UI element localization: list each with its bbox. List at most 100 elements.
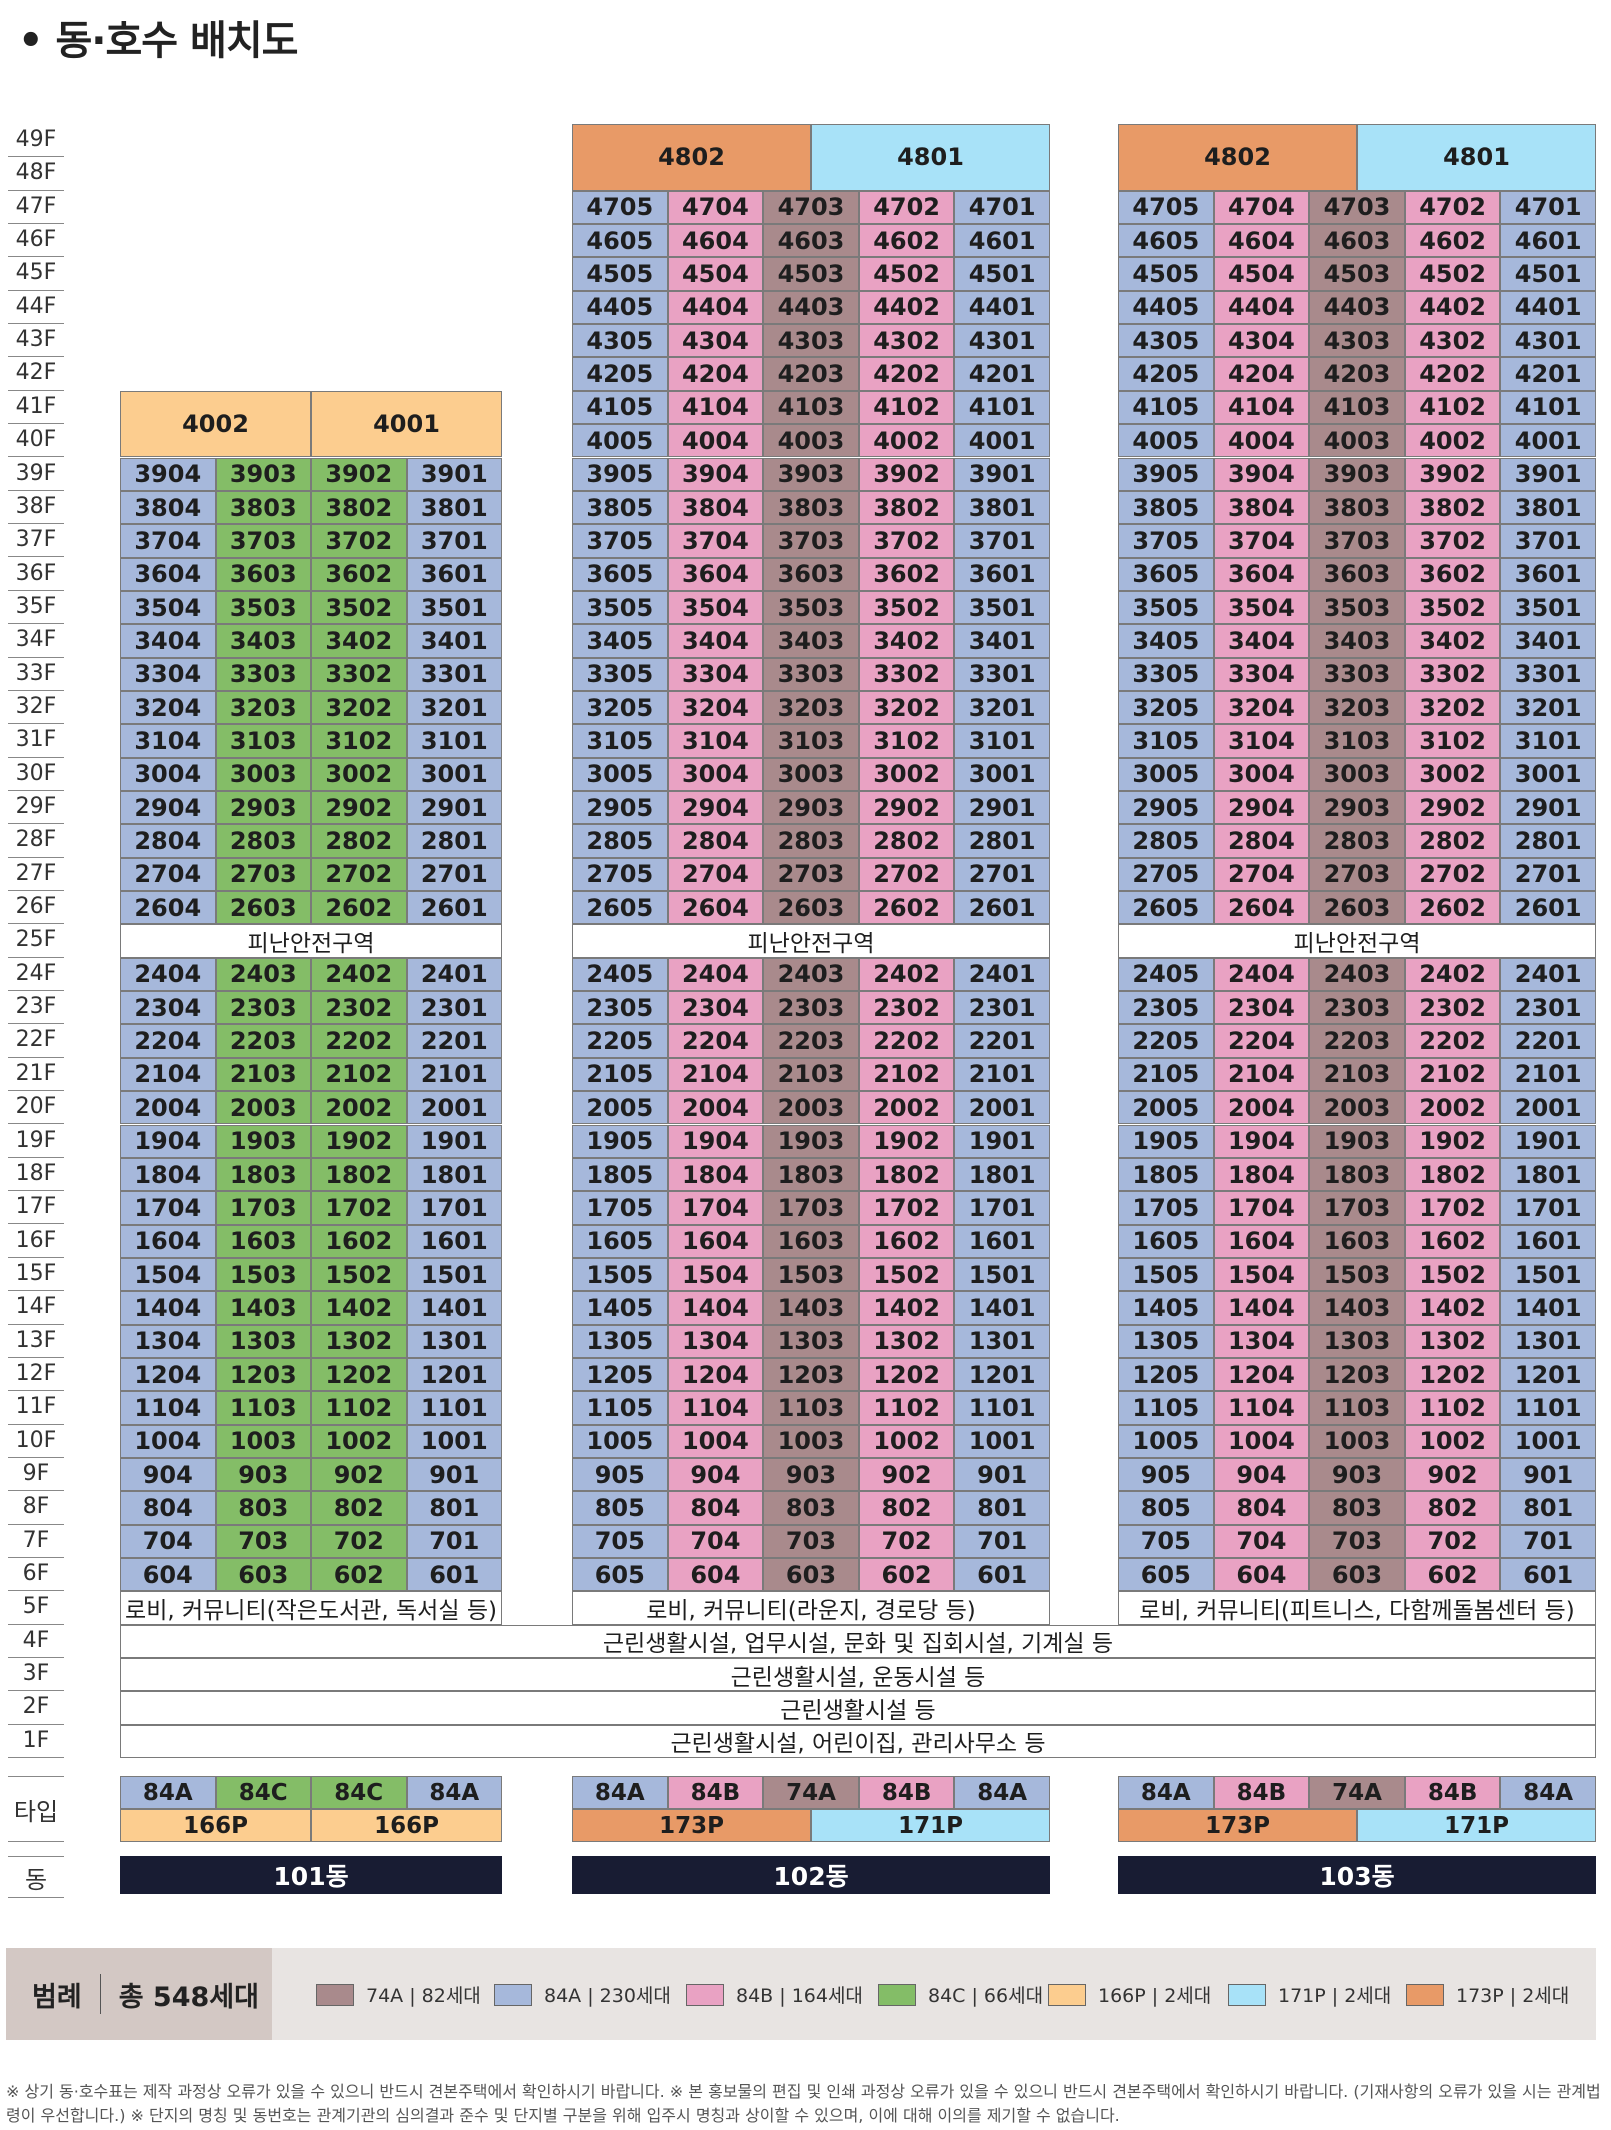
unit-cell: 4404 xyxy=(1213,290,1310,325)
unit-cell: 2903 xyxy=(763,791,859,825)
unit-cell: 2104 xyxy=(667,1057,764,1092)
unit-cell: 1502 xyxy=(858,1257,955,1292)
type-cell: 84A xyxy=(406,1776,502,1809)
unit-cell: 2903 xyxy=(1309,791,1405,825)
unit-cell: 3002 xyxy=(311,757,407,791)
legend-label: 171P | 2세대 xyxy=(1278,1985,1392,2007)
legend-label: 84A | 230세대 xyxy=(544,1985,671,2007)
unit-cell: 603 xyxy=(763,1558,859,1592)
unit-cell: 901 xyxy=(406,1458,502,1492)
unit-cell: 1401 xyxy=(954,1291,1050,1325)
unit-cell: 3603 xyxy=(1309,557,1405,591)
unit-cell: 2201 xyxy=(406,1024,502,1058)
floor-label: 6F xyxy=(8,1558,64,1592)
legend: 범례 총 548세대 74A | 82세대 84A | 230세대 84B | 16… xyxy=(6,1948,1596,2040)
unit-cell: 4003 xyxy=(763,424,859,458)
unit-cell: 4001 xyxy=(954,424,1050,458)
unit-cell: 2703 xyxy=(763,857,859,892)
unit-cell: 601 xyxy=(1500,1558,1596,1592)
legend-divider xyxy=(99,1974,101,2014)
floor-label: 44F xyxy=(8,291,64,325)
unit-cell: 2004 xyxy=(1213,1091,1310,1125)
unit-cell: 3202 xyxy=(858,690,955,725)
unit-cell: 2004 xyxy=(120,1091,216,1125)
unit-cell: 1601 xyxy=(1500,1224,1596,1258)
unit-cell: 704 xyxy=(1213,1524,1310,1559)
unit-cell: 1603 xyxy=(215,1224,311,1258)
unit-cell: 2902 xyxy=(1404,791,1501,825)
unit-cell: 4103 xyxy=(763,390,859,425)
unit-cell: 3502 xyxy=(1404,590,1501,625)
unit-cell: 1205 xyxy=(572,1357,668,1392)
unit-cell: 2404 xyxy=(667,957,764,992)
unit-cell: 4103 xyxy=(1309,390,1405,425)
type-cell: 84A xyxy=(1500,1776,1596,1809)
unit-cell: 1004 xyxy=(667,1424,764,1458)
unit-cell: 2202 xyxy=(1404,1024,1501,1058)
unit-cell: 1904 xyxy=(667,1124,764,1158)
unit-cell: 4405 xyxy=(572,290,668,325)
floor-label: 49F xyxy=(8,124,64,158)
unit-cell: 4503 xyxy=(763,257,859,291)
unit-cell: 702 xyxy=(1404,1524,1501,1559)
floor-label: 8F xyxy=(8,1491,64,1525)
unit-cell: 4302 xyxy=(1404,324,1501,358)
unit-cell: 4602 xyxy=(1404,224,1501,258)
unit-cell: 1004 xyxy=(1213,1424,1310,1458)
unit-cell: 1203 xyxy=(215,1357,311,1392)
unit-cell: 3905 xyxy=(572,457,668,491)
unit-cell: 3902 xyxy=(1404,457,1501,491)
unit-cell: 3704 xyxy=(667,524,764,558)
unit-cell: 2303 xyxy=(1309,991,1405,1025)
legend-label: 84C | 66세대 xyxy=(928,1985,1044,2007)
unit-cell: 2003 xyxy=(763,1091,859,1125)
unit-cell: 4401 xyxy=(954,290,1050,325)
floor-label: 9F xyxy=(8,1458,64,1492)
unit-cell: 2405 xyxy=(1118,957,1214,992)
unit-cell: 2402 xyxy=(311,957,407,992)
unit-cell: 3704 xyxy=(1213,524,1310,558)
unit-cell: 2901 xyxy=(1500,791,1596,825)
unit-cell: 601 xyxy=(954,1558,1050,1592)
unit-cell: 2303 xyxy=(763,991,859,1025)
unit-cell: 4603 xyxy=(1309,224,1405,258)
unit-cell: 1001 xyxy=(1500,1424,1596,1458)
refuge-zone: 피난안전구역 xyxy=(572,924,1050,958)
unit-cell: 1202 xyxy=(311,1357,407,1392)
unit-cell: 2802 xyxy=(1404,824,1501,858)
floor-label: 30F xyxy=(8,758,64,791)
unit-cell: 804 xyxy=(1213,1491,1310,1525)
unit-cell: 3805 xyxy=(1118,490,1214,525)
unit-cell: 3405 xyxy=(572,624,668,658)
unit-cell: 3404 xyxy=(1213,624,1310,658)
unit-cell: 3501 xyxy=(954,590,1050,625)
unit-cell: 701 xyxy=(1500,1524,1596,1559)
unit-cell: 3004 xyxy=(120,757,216,791)
unit-cell: 1805 xyxy=(572,1157,668,1192)
unit-cell: 904 xyxy=(120,1458,216,1492)
type-cell: 84A xyxy=(1118,1776,1214,1809)
unit-cell: 2002 xyxy=(311,1091,407,1125)
unit-cell: 2105 xyxy=(572,1057,668,1092)
unit-cell: 2404 xyxy=(1213,957,1310,992)
unit-cell: 3201 xyxy=(406,690,502,725)
unit-cell: 1404 xyxy=(667,1291,764,1325)
unit-cell: 602 xyxy=(858,1558,955,1592)
unit-cell: 805 xyxy=(572,1491,668,1525)
penthouse-unit: 4002 xyxy=(120,390,311,458)
unit-cell: 2601 xyxy=(406,891,502,925)
unit-cell: 2304 xyxy=(667,991,764,1025)
unit-cell: 2002 xyxy=(858,1091,955,1125)
unit-cell: 3302 xyxy=(1404,657,1501,691)
unit-cell: 4304 xyxy=(667,324,764,358)
type-cell: 84C xyxy=(311,1776,407,1809)
unit-cell: 3902 xyxy=(858,457,955,491)
unit-cell: 805 xyxy=(1118,1491,1214,1525)
unit-cell: 3304 xyxy=(667,657,764,691)
unit-cell: 1801 xyxy=(954,1157,1050,1192)
floor-label: 21F xyxy=(8,1058,64,1092)
unit-cell: 3901 xyxy=(1500,457,1596,491)
unit-cell: 1002 xyxy=(858,1424,955,1458)
unit-cell: 1902 xyxy=(311,1124,407,1158)
unit-cell: 904 xyxy=(667,1458,764,1492)
